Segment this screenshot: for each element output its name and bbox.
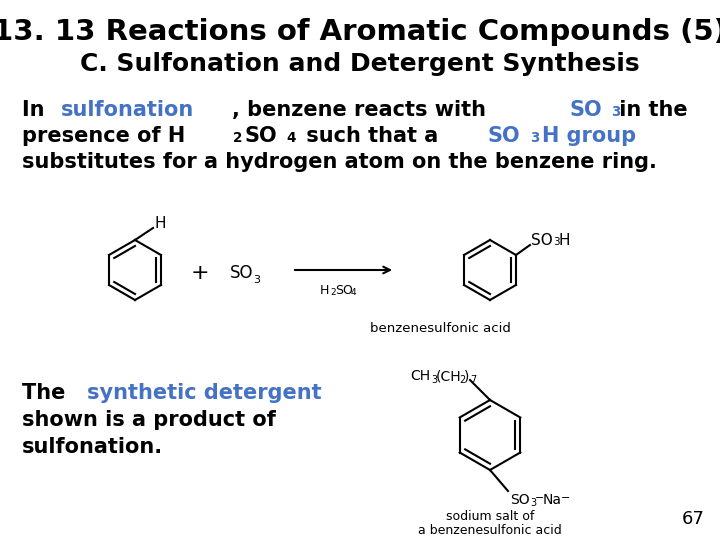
Text: −: −	[535, 493, 544, 503]
Text: ): )	[464, 369, 469, 383]
Text: sulfonation.: sulfonation.	[22, 437, 163, 457]
Text: SO: SO	[245, 126, 277, 146]
Text: 3: 3	[431, 375, 437, 385]
Text: SO: SO	[230, 264, 253, 282]
Text: 3: 3	[553, 237, 559, 247]
Text: +: +	[191, 263, 210, 283]
Text: presence of H: presence of H	[22, 126, 185, 146]
Text: SO: SO	[335, 284, 353, 297]
Text: substitutes for a hydrogen atom on the benzene ring.: substitutes for a hydrogen atom on the b…	[22, 152, 657, 172]
Text: a benzenesulfonic acid: a benzenesulfonic acid	[418, 524, 562, 537]
Text: −: −	[561, 493, 570, 503]
Text: 3: 3	[530, 498, 536, 508]
Text: 13. 13 Reactions of Aromatic Compounds (5): 13. 13 Reactions of Aromatic Compounds (…	[0, 18, 720, 46]
Text: 2: 2	[233, 131, 242, 145]
Text: 2: 2	[330, 288, 336, 297]
Text: 67: 67	[682, 510, 705, 528]
Text: H group: H group	[542, 126, 636, 146]
Text: C. Sulfonation and Detergent Synthesis: C. Sulfonation and Detergent Synthesis	[80, 52, 640, 76]
Text: 4: 4	[351, 288, 356, 297]
Text: in the: in the	[611, 100, 687, 120]
Text: 3: 3	[530, 131, 539, 145]
Text: shown is a product of: shown is a product of	[22, 410, 276, 430]
Text: SO: SO	[570, 100, 602, 120]
Text: H: H	[154, 217, 166, 232]
Text: sulfonation: sulfonation	[60, 100, 194, 120]
Text: 2: 2	[459, 375, 465, 385]
Text: benzenesulfonic acid: benzenesulfonic acid	[369, 322, 510, 335]
Text: SO: SO	[488, 126, 521, 146]
Text: 7: 7	[470, 375, 476, 385]
Text: 3: 3	[253, 275, 260, 285]
Text: such that a: such that a	[299, 126, 446, 146]
Text: , benzene reacts with: , benzene reacts with	[233, 100, 494, 120]
Text: 3: 3	[611, 105, 621, 119]
Text: In: In	[22, 100, 52, 120]
Text: SO: SO	[510, 493, 530, 507]
Text: H: H	[320, 284, 329, 297]
Text: Na: Na	[543, 493, 562, 507]
Text: synthetic detergent: synthetic detergent	[87, 383, 322, 403]
Text: CH: CH	[410, 369, 430, 383]
Text: sodium salt of: sodium salt of	[446, 510, 534, 523]
Text: The: The	[22, 383, 73, 403]
Text: H: H	[559, 233, 570, 248]
Text: (CH: (CH	[436, 369, 462, 383]
Text: SO: SO	[531, 233, 553, 248]
Text: 4: 4	[287, 131, 296, 145]
